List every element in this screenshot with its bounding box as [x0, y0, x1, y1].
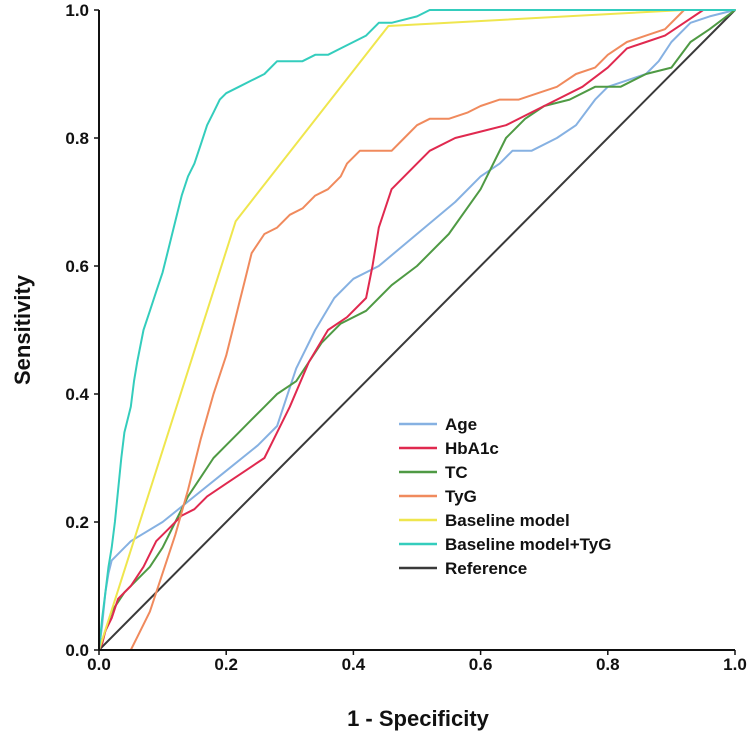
- y-tick-label: 0.8: [65, 129, 89, 148]
- ticks-layer: 0.0 0.2 0.4 0.6 0.8 1.0 0.0 0.2 0.4 0.6 0.8 1.0: [65, 1, 746, 674]
- x-axis-label: 1 - Specificity: [347, 706, 490, 731]
- legend-label-reference: Reference: [445, 559, 527, 578]
- x-tick-label: 1.0: [723, 655, 747, 674]
- x-tick-label: 0.0: [87, 655, 111, 674]
- legend-label-age: Age: [445, 415, 477, 434]
- series-line-reference: [98, 9, 736, 651]
- legend-label-baseline-model-tyg: Baseline model+TyG: [445, 535, 611, 554]
- series-line-baseline-model-tyg: [98, 9, 736, 651]
- series-layer: [98, 9, 736, 651]
- x-tick-label: 0.6: [469, 655, 493, 674]
- legend: Age HbA1c TC TyG Baseline model Baseline mode…: [399, 415, 611, 578]
- legend-label-tyg: TyG: [445, 487, 477, 506]
- y-tick-label: 0.0: [65, 641, 89, 660]
- y-tick-label: 0.6: [65, 257, 89, 276]
- legend-label-hba1c: HbA1c: [445, 439, 499, 458]
- y-tick-label: 1.0: [65, 1, 89, 20]
- x-tick-label: 0.4: [342, 655, 366, 674]
- x-tick-label: 0.2: [214, 655, 238, 674]
- series-line-hba1c: [98, 9, 736, 651]
- y-tick-label: 0.4: [65, 385, 89, 404]
- x-tick-label: 0.8: [596, 655, 620, 674]
- y-tick-label: 0.2: [65, 513, 89, 532]
- legend-label-tc: TC: [445, 463, 468, 482]
- y-axis-label: Sensitivity: [10, 274, 35, 385]
- legend-label-baseline-model: Baseline model: [445, 511, 570, 530]
- series-line-tyg: [98, 9, 736, 651]
